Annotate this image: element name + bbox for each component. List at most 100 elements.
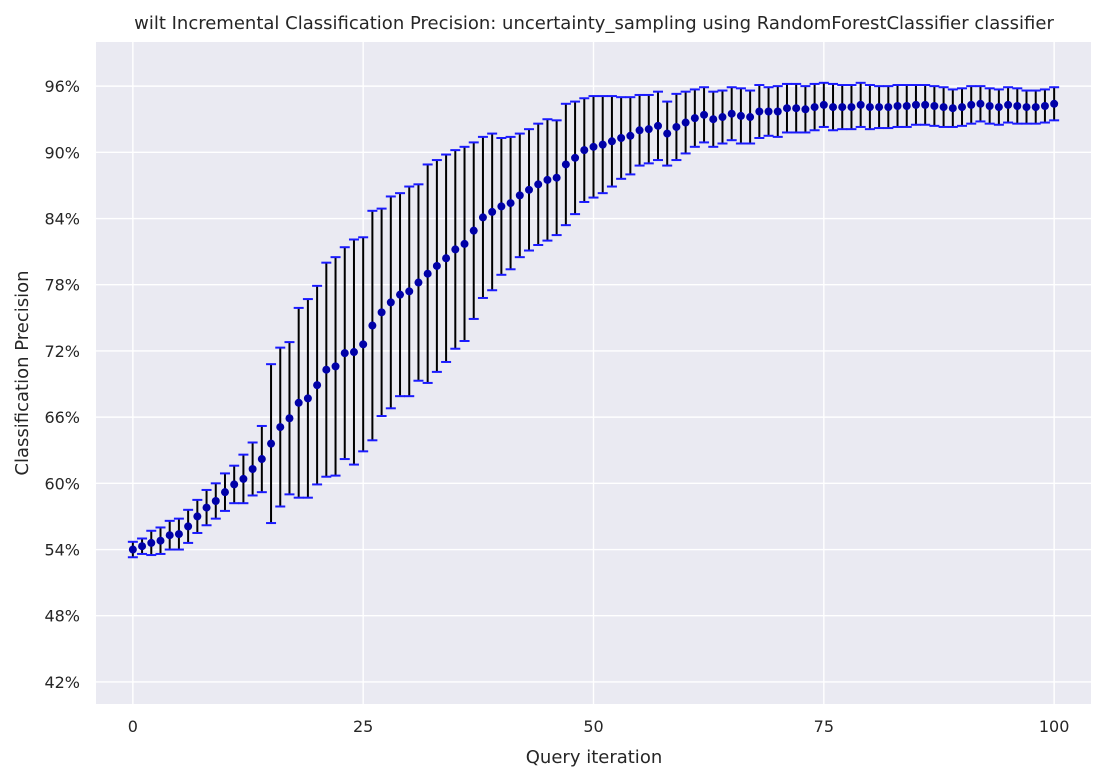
data-point bbox=[635, 126, 644, 135]
data-point bbox=[663, 129, 672, 138]
x-tick-label: 100 bbox=[1039, 717, 1070, 736]
data-point bbox=[239, 474, 248, 483]
data-point bbox=[220, 488, 229, 497]
data-point bbox=[211, 496, 220, 505]
data-point bbox=[405, 287, 414, 296]
x-tick-label: 75 bbox=[814, 717, 834, 736]
data-point bbox=[543, 175, 552, 184]
data-point bbox=[875, 103, 884, 112]
data-point bbox=[976, 99, 985, 108]
y-tick-label: 54% bbox=[44, 541, 80, 560]
data-point bbox=[552, 173, 561, 182]
data-point bbox=[571, 153, 580, 162]
data-point bbox=[718, 113, 727, 122]
data-point bbox=[396, 290, 405, 299]
data-point bbox=[285, 414, 294, 423]
data-point bbox=[911, 100, 920, 109]
data-point bbox=[193, 512, 202, 521]
x-axis-ticks: 0 25 50 75 100 bbox=[128, 717, 1070, 736]
data-point bbox=[303, 394, 312, 403]
data-point bbox=[276, 423, 285, 432]
data-point bbox=[617, 133, 626, 142]
data-point bbox=[921, 100, 930, 109]
data-point bbox=[349, 348, 358, 357]
y-tick-label: 72% bbox=[44, 342, 80, 361]
data-point bbox=[967, 100, 976, 109]
data-point bbox=[736, 111, 745, 120]
chart-title: wilt Incremental Classification Precisio… bbox=[134, 13, 1054, 34]
data-point bbox=[644, 125, 653, 134]
data-point bbox=[847, 103, 856, 112]
data-point bbox=[515, 191, 524, 200]
data-point bbox=[746, 113, 755, 122]
data-point bbox=[709, 115, 718, 124]
data-point bbox=[985, 101, 994, 110]
y-tick-label: 48% bbox=[44, 607, 80, 626]
data-point bbox=[681, 118, 690, 127]
data-point bbox=[764, 107, 773, 116]
data-point bbox=[313, 381, 322, 390]
data-point bbox=[598, 140, 607, 149]
data-point bbox=[174, 530, 183, 539]
data-point bbox=[690, 114, 699, 123]
data-point bbox=[230, 480, 239, 489]
data-point bbox=[359, 340, 368, 349]
data-point bbox=[1050, 99, 1059, 108]
data-point bbox=[460, 239, 469, 248]
data-point bbox=[607, 137, 616, 146]
data-points bbox=[128, 99, 1059, 554]
data-point bbox=[672, 122, 681, 131]
data-point bbox=[414, 278, 423, 287]
data-point bbox=[865, 103, 874, 112]
data-point bbox=[1013, 101, 1022, 110]
data-point bbox=[322, 365, 331, 374]
data-point bbox=[902, 101, 911, 110]
data-point bbox=[534, 180, 543, 189]
x-tick-label: 50 bbox=[583, 717, 603, 736]
data-point bbox=[451, 245, 460, 254]
data-point bbox=[432, 261, 441, 270]
data-point bbox=[294, 398, 303, 407]
data-point bbox=[377, 308, 386, 317]
data-point bbox=[147, 538, 156, 547]
data-point bbox=[727, 109, 736, 118]
data-point bbox=[810, 103, 819, 112]
data-point bbox=[930, 101, 939, 110]
data-point bbox=[561, 160, 570, 169]
x-axis-label: Query iteration bbox=[526, 747, 662, 768]
y-tick-label: 42% bbox=[44, 673, 80, 692]
data-point bbox=[626, 131, 635, 140]
data-point bbox=[589, 142, 598, 151]
data-point bbox=[331, 362, 340, 371]
data-point bbox=[478, 213, 487, 222]
data-point bbox=[939, 103, 948, 112]
data-point bbox=[700, 110, 709, 119]
data-point bbox=[506, 199, 515, 208]
data-point bbox=[267, 439, 276, 448]
data-point bbox=[488, 207, 497, 216]
data-point bbox=[1031, 103, 1040, 112]
data-point bbox=[1022, 103, 1031, 112]
data-point bbox=[838, 103, 847, 112]
data-point bbox=[184, 522, 193, 531]
data-point bbox=[340, 349, 349, 358]
data-point bbox=[156, 536, 165, 545]
data-point bbox=[893, 101, 902, 110]
data-point bbox=[368, 321, 377, 330]
y-tick-label: 78% bbox=[44, 276, 80, 295]
data-point bbox=[442, 254, 451, 263]
data-point bbox=[1004, 100, 1013, 109]
data-point bbox=[248, 464, 257, 473]
data-point bbox=[856, 100, 865, 109]
data-point bbox=[801, 105, 810, 114]
y-tick-label: 84% bbox=[44, 210, 80, 229]
data-point bbox=[755, 107, 764, 116]
y-axis-label: Classification Precision bbox=[12, 270, 33, 475]
data-point bbox=[386, 298, 395, 307]
data-point bbox=[128, 545, 137, 554]
data-point bbox=[202, 503, 211, 512]
data-point bbox=[819, 100, 828, 109]
data-point bbox=[792, 104, 801, 113]
